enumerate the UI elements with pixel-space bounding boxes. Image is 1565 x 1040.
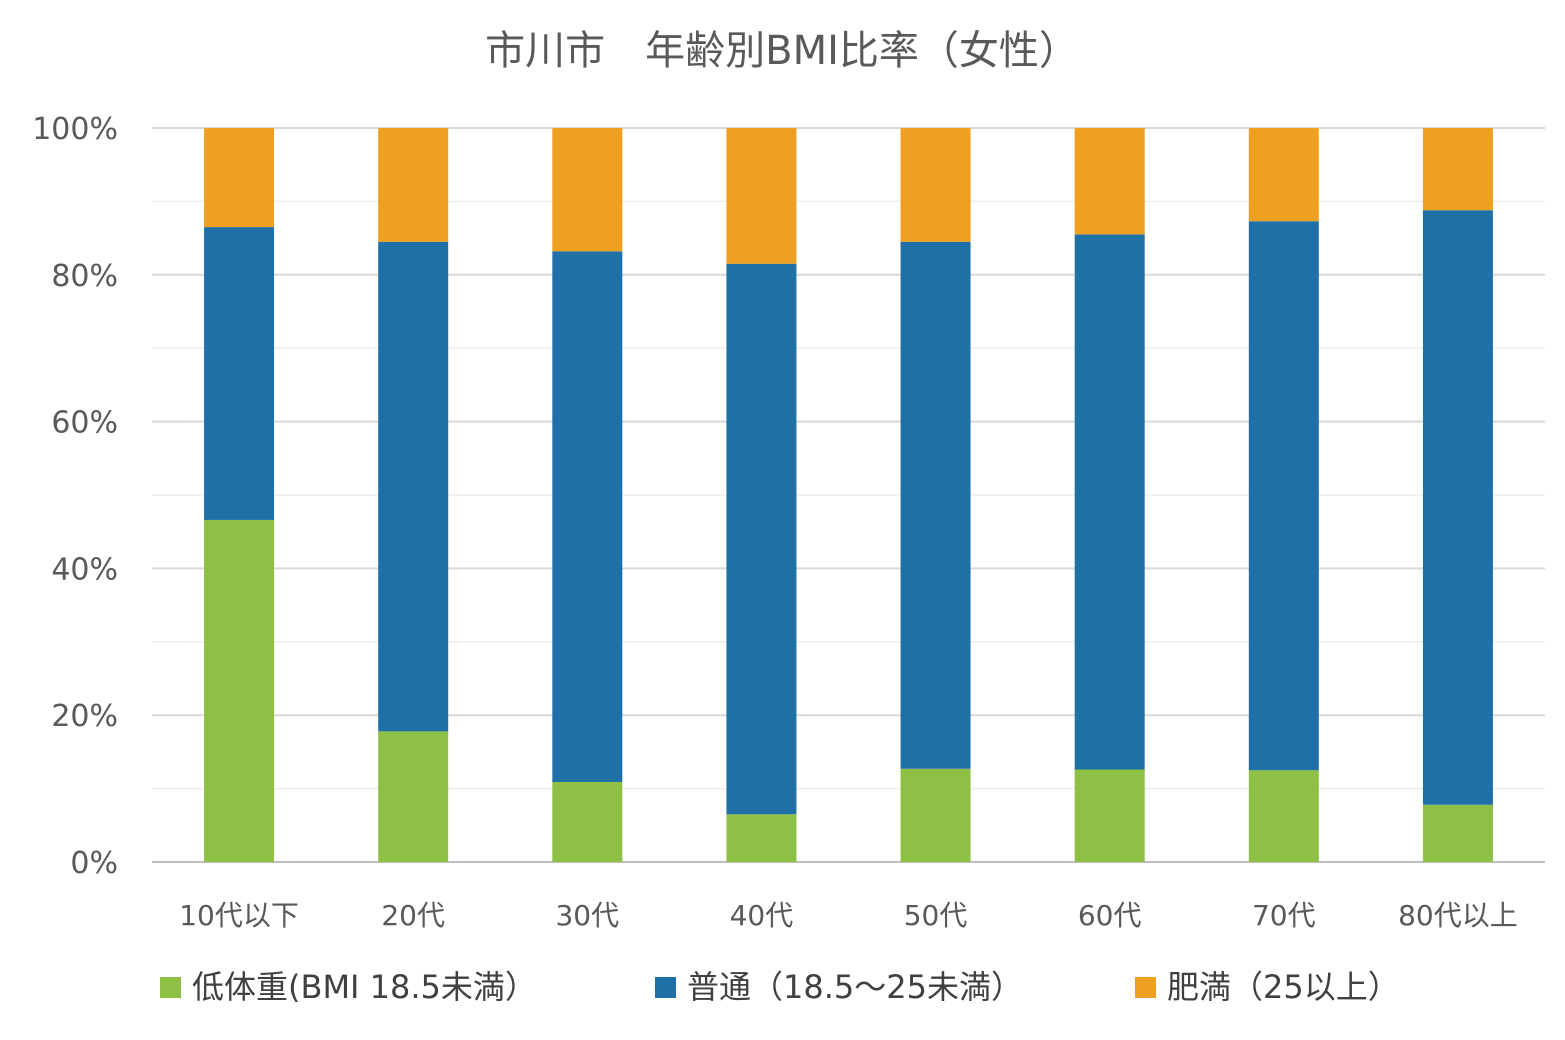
legend: 低体重(BMI 18.5未満） 普通（18.5～25未満） 肥満（25以上） (160, 968, 1400, 1006)
x-tick-label: 80代以上 (1398, 899, 1518, 932)
y-tick-label: 60% (51, 406, 118, 441)
legend-swatch (1135, 977, 1156, 998)
x-tick-label: 50代 (904, 899, 968, 932)
x-tick-label: 60代 (1078, 899, 1142, 932)
x-tick-label: 70代 (1252, 899, 1316, 932)
y-tick-label: 0% (70, 846, 118, 881)
legend-label: 普通（18.5～25未満） (687, 968, 1023, 1006)
x-tick-label: 30代 (555, 899, 619, 932)
y-tick-label: 100% (32, 112, 118, 147)
x-tick-label: 10代以下 (179, 899, 299, 932)
y-axis: 0% 20% 40% 60% 80% 100% (32, 112, 118, 881)
bar-segment-3-30代 (552, 128, 623, 252)
bar-segment-2-80代以上 (1422, 210, 1493, 805)
x-tick-label: 40代 (730, 899, 794, 932)
bar-segment-1-60代 (1074, 769, 1145, 862)
bar-segment-1-50代 (900, 768, 971, 862)
legend-swatch (160, 977, 181, 998)
y-tick-label: 80% (51, 259, 118, 294)
bars (204, 128, 1493, 862)
bar-segment-1-30代 (552, 781, 623, 862)
legend-swatch (655, 977, 676, 998)
x-axis: 10代以下 20代 30代 40代 50代 60代 70代 80代以上 (179, 899, 1518, 932)
bar-segment-3-40代 (726, 128, 797, 264)
y-tick-label: 20% (51, 699, 118, 734)
bar-segment-1-10代以下 (204, 519, 275, 862)
bar-segment-2-30代 (552, 251, 623, 782)
gridlines (152, 127, 1545, 863)
bar-segment-2-20代 (378, 241, 449, 732)
chart-title: 市川市 年齢別BMI比率（女性） (485, 28, 1079, 74)
bar-segment-3-20代 (378, 128, 449, 242)
bar-segment-1-80代以上 (1422, 804, 1493, 862)
bar-segment-2-70代 (1248, 221, 1319, 771)
y-tick-label: 40% (51, 552, 118, 587)
bar-segment-3-50代 (900, 128, 971, 242)
bar-segment-3-60代 (1074, 128, 1145, 235)
legend-label: 低体重(BMI 18.5未満） (192, 968, 537, 1006)
x-tick-label: 20代 (381, 899, 445, 932)
bar-segment-3-10代以下 (204, 128, 275, 228)
bar-segment-2-60代 (1074, 234, 1145, 770)
bar-segment-3-70代 (1248, 128, 1319, 222)
legend-label: 肥満（25以上） (1167, 968, 1400, 1006)
bar-segment-1-70代 (1248, 770, 1319, 862)
bar-segment-2-40代 (726, 263, 797, 815)
bar-segment-1-40代 (726, 814, 797, 862)
bar-segment-3-80代以上 (1422, 128, 1493, 211)
bar-segment-1-20代 (378, 731, 449, 862)
bar-segment-2-50代 (900, 241, 971, 769)
bar-segment-2-10代以下 (204, 227, 275, 520)
